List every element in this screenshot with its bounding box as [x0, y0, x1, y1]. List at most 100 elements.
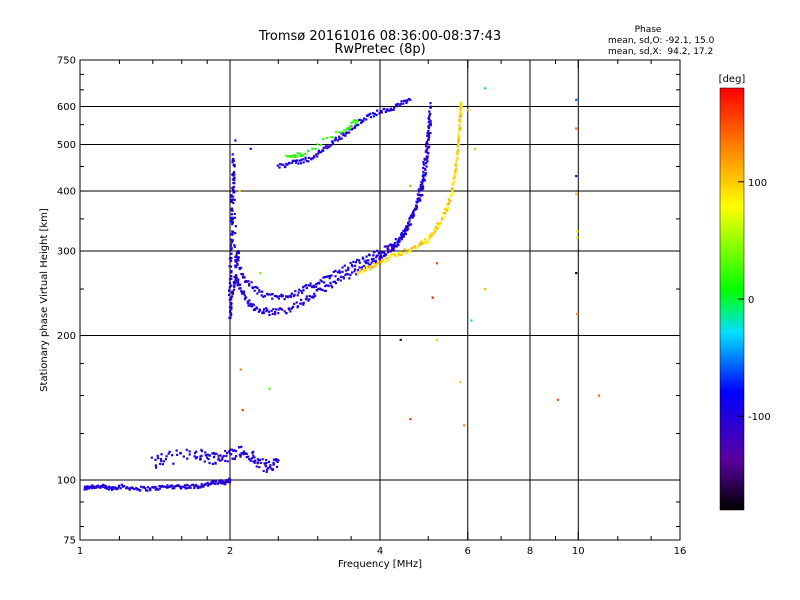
- echo-point: [104, 485, 108, 488]
- echo-point: [422, 162, 425, 166]
- echo-point: [365, 255, 368, 258]
- echo-point: [265, 461, 268, 465]
- echo-point: [376, 109, 379, 112]
- echo-point: [129, 486, 132, 490]
- echo-point: [455, 160, 458, 163]
- echo-point: [200, 449, 204, 453]
- echo-point: [232, 170, 236, 174]
- echo-point: [207, 484, 210, 487]
- echo-point: [372, 262, 376, 265]
- echo-point: [243, 276, 246, 279]
- echo-point: [426, 160, 429, 163]
- echo-point: [274, 308, 278, 311]
- colorbar-tick-label: 0: [748, 295, 754, 306]
- echo-point: [212, 482, 215, 485]
- echo-point: [230, 313, 233, 316]
- echo-point: [348, 277, 351, 280]
- colorbar-tick-label: 100: [748, 178, 767, 189]
- echo-point: [272, 458, 276, 461]
- echo-point: [214, 461, 217, 464]
- echo-point: [400, 235, 403, 238]
- echo-point: [424, 172, 427, 175]
- echo-point: [312, 296, 315, 299]
- echo-point: [375, 249, 379, 252]
- echo-point: [556, 398, 560, 401]
- echo-point: [267, 467, 270, 470]
- x-tick-label: 8: [527, 546, 533, 557]
- x-tick-label: 10: [572, 546, 585, 557]
- echo-point: [237, 259, 240, 262]
- echo-point: [186, 457, 189, 460]
- echo-point: [319, 279, 322, 282]
- echo-point: [421, 182, 424, 185]
- echo-point: [116, 487, 119, 490]
- echo-point: [231, 239, 234, 242]
- echo-point: [437, 222, 441, 226]
- echo-point: [173, 487, 176, 490]
- echo-point: [234, 264, 237, 267]
- echo-point: [421, 174, 424, 177]
- chart-title: Tromsø 20161016 08:36:00-08:37:43: [258, 29, 501, 44]
- echo-point: [239, 455, 242, 458]
- echo-point: [423, 238, 427, 241]
- echo-point: [302, 301, 305, 304]
- echo-point: [427, 136, 431, 139]
- echo-point: [159, 457, 162, 461]
- echo-point: [353, 270, 356, 273]
- echo-point: [184, 484, 187, 487]
- echo-point: [576, 230, 579, 233]
- y-tick-label: 200: [57, 331, 76, 342]
- echo-point: [410, 214, 413, 218]
- echo-point: [401, 253, 404, 256]
- echo-point: [411, 213, 414, 216]
- echo-point: [324, 284, 327, 288]
- echo-point: [148, 487, 152, 490]
- echo-point: [277, 308, 280, 311]
- echo-point: [230, 213, 233, 216]
- echo-point: [230, 248, 233, 251]
- echo-point: [344, 129, 347, 132]
- echo-point: [231, 292, 235, 295]
- echo-point: [470, 319, 473, 322]
- echo-point: [278, 166, 281, 169]
- echo-point: [305, 297, 308, 300]
- echo-point: [424, 168, 427, 171]
- echo-point: [233, 245, 236, 248]
- echo-point: [362, 266, 366, 269]
- echo-point: [337, 277, 340, 281]
- echo-point: [85, 486, 88, 489]
- echo-point: [133, 488, 136, 491]
- echo-point: [331, 143, 335, 146]
- echo-point: [233, 457, 237, 460]
- echo-point: [297, 162, 300, 165]
- echo-point: [367, 259, 370, 262]
- echo-point: [228, 448, 232, 452]
- echo-point: [233, 212, 236, 216]
- echo-point: [235, 259, 238, 263]
- echo-point: [433, 230, 437, 233]
- echo-point: [249, 458, 252, 461]
- echo-point: [407, 221, 410, 224]
- echo-point: [231, 290, 235, 293]
- echo-point: [245, 456, 248, 459]
- echo-point: [380, 256, 384, 259]
- echo-point: [323, 146, 326, 149]
- echo-point: [278, 294, 281, 298]
- y-tick-label: 600: [57, 102, 76, 113]
- echo-point: [232, 231, 235, 234]
- echo-point: [427, 234, 430, 237]
- echo-point: [365, 259, 368, 262]
- echo-point: [230, 453, 233, 456]
- echo-point: [415, 204, 418, 207]
- echo-point: [232, 172, 235, 176]
- echo-point: [365, 261, 368, 265]
- echo-point: [450, 187, 454, 190]
- echo-point: [447, 203, 450, 206]
- data-points: [83, 87, 601, 492]
- echo-point: [131, 487, 135, 490]
- echo-point: [379, 254, 383, 258]
- echo-point: [322, 137, 325, 141]
- echo-point: [334, 131, 338, 134]
- echo-point: [428, 110, 431, 113]
- echo-point: [232, 288, 236, 291]
